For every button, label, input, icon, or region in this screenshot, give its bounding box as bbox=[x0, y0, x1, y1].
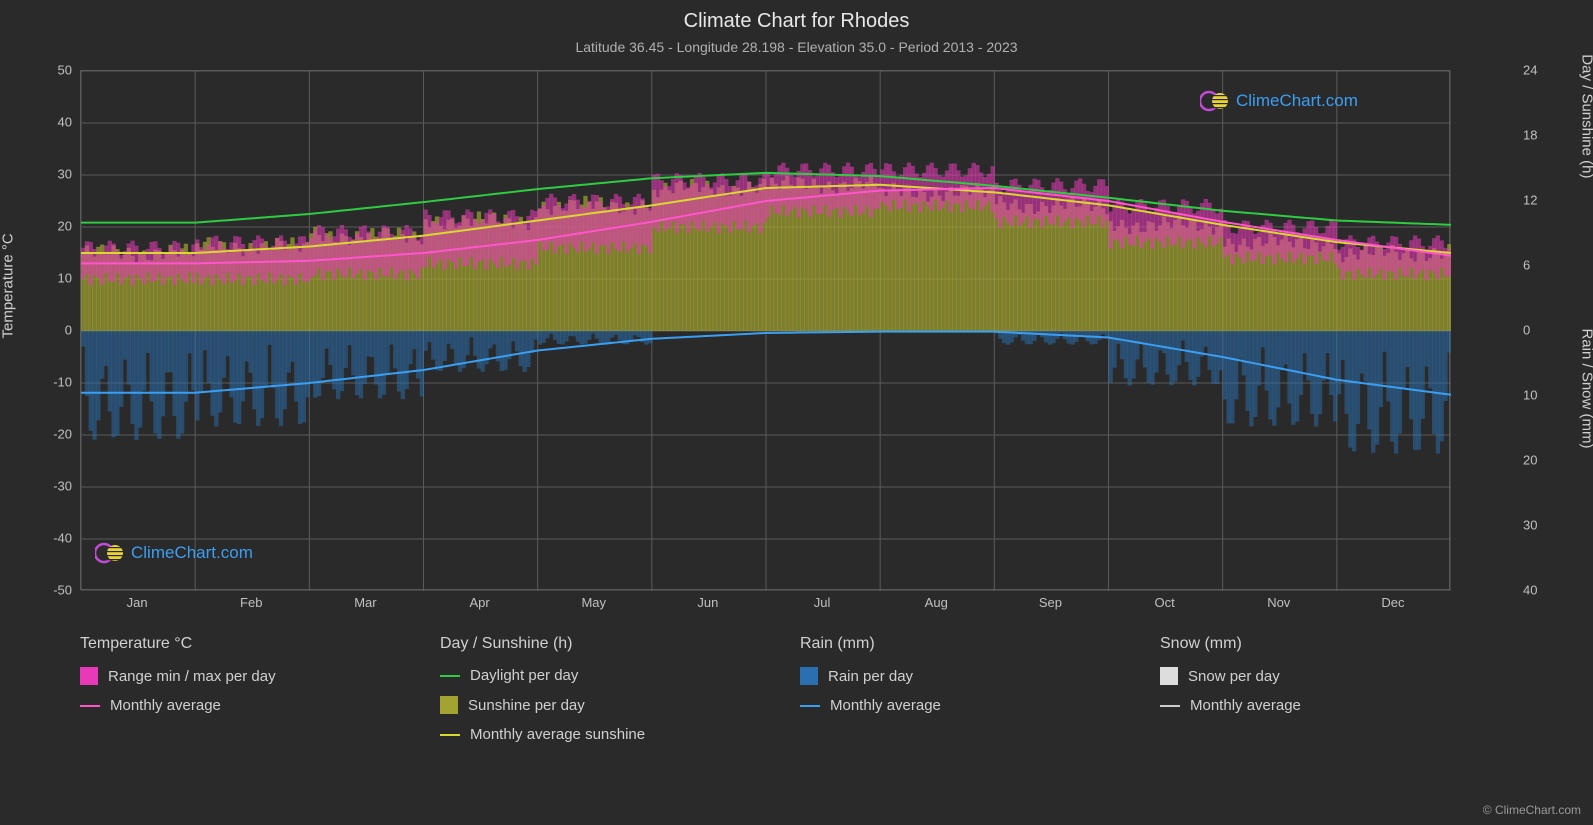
legend-header: Snow (mm) bbox=[1160, 635, 1480, 653]
legend-swatch-icon bbox=[1160, 667, 1178, 685]
legend-label: Range min / max per day bbox=[108, 668, 276, 685]
y-axis-left: 50403020100-10-20-30-40-50 bbox=[40, 70, 80, 590]
x-tick: May bbox=[581, 595, 606, 610]
legend-column: Day / Sunshine (h) Daylight per day Sunshi… bbox=[440, 635, 760, 755]
legend-swatch-icon bbox=[440, 696, 458, 714]
legend-item: Monthly average sunshine bbox=[440, 726, 760, 743]
legend-header: Day / Sunshine (h) bbox=[440, 635, 760, 653]
legend-item: Daylight per day bbox=[440, 667, 760, 684]
legend-header: Temperature °C bbox=[80, 635, 400, 653]
legend-line-icon bbox=[1160, 705, 1180, 707]
x-tick: Nov bbox=[1267, 595, 1290, 610]
legend-item: Snow per day bbox=[1160, 667, 1480, 685]
y-right-tick: 24 bbox=[1523, 63, 1537, 78]
plot-svg bbox=[81, 71, 1451, 591]
legend-column: Snow (mm) Snow per day Monthly average bbox=[1160, 635, 1480, 755]
plot-area bbox=[80, 70, 1450, 590]
legend-line-icon bbox=[80, 705, 100, 707]
x-tick: Feb bbox=[240, 595, 262, 610]
y-left-tick: -40 bbox=[53, 531, 72, 546]
legend-label: Snow per day bbox=[1188, 668, 1280, 685]
legend-label: Monthly average bbox=[110, 697, 221, 714]
y-left-tick: 20 bbox=[58, 219, 72, 234]
legend-swatch-icon bbox=[800, 667, 818, 685]
x-tick: Oct bbox=[1154, 595, 1174, 610]
x-tick: Aug bbox=[925, 595, 948, 610]
y-left-tick: -20 bbox=[53, 427, 72, 442]
brand-logo: ClimeChart.com bbox=[95, 540, 253, 566]
y-left-tick: 30 bbox=[58, 167, 72, 182]
y-right-tick: 0 bbox=[1523, 323, 1530, 338]
y-right-tick: 20 bbox=[1523, 453, 1537, 468]
y-left-tick: 40 bbox=[58, 115, 72, 130]
y-left-tick: 0 bbox=[65, 323, 72, 338]
legend-header: Rain (mm) bbox=[800, 635, 1120, 653]
copyright: © ClimeChart.com bbox=[1483, 803, 1581, 817]
y-right-tick: 10 bbox=[1523, 388, 1537, 403]
legend-label: Rain per day bbox=[828, 668, 913, 685]
legend-column: Rain (mm) Rain per day Monthly average bbox=[800, 635, 1120, 755]
chart-title: Climate Chart for Rhodes bbox=[0, 0, 1593, 33]
legend-column: Temperature °C Range min / max per day Mon… bbox=[80, 635, 400, 755]
y-left-tick: -10 bbox=[53, 375, 72, 390]
legend-item: Monthly average bbox=[800, 697, 1120, 714]
x-tick: Sep bbox=[1039, 595, 1062, 610]
chart-container: Climate Chart for Rhodes Latitude 36.45 … bbox=[0, 0, 1593, 825]
x-tick: Jun bbox=[697, 595, 718, 610]
x-tick: Jul bbox=[814, 595, 831, 610]
chart-subtitle: Latitude 36.45 - Longitude 28.198 - Elev… bbox=[0, 33, 1593, 55]
x-tick: Mar bbox=[354, 595, 376, 610]
x-tick: Jan bbox=[127, 595, 148, 610]
y-left-tick: 10 bbox=[58, 271, 72, 286]
brand-logo-text: ClimeChart.com bbox=[1236, 91, 1358, 111]
x-tick: Dec bbox=[1381, 595, 1404, 610]
brand-logo: ClimeChart.com bbox=[1200, 88, 1358, 114]
brand-logo-icon bbox=[1200, 88, 1230, 114]
y-right-tick: 40 bbox=[1523, 583, 1537, 598]
y-axis-left-label: Temperature °C bbox=[0, 233, 17, 338]
legend-item: Monthly average bbox=[80, 697, 400, 714]
x-tick: Apr bbox=[469, 595, 489, 610]
y-left-tick: 50 bbox=[58, 63, 72, 78]
legend: Temperature °C Range min / max per day Mon… bbox=[80, 635, 1480, 755]
y-left-tick: -50 bbox=[53, 583, 72, 598]
legend-item: Rain per day bbox=[800, 667, 1120, 685]
y-right-tick: 6 bbox=[1523, 258, 1530, 273]
legend-label: Sunshine per day bbox=[468, 697, 585, 714]
brand-logo-icon bbox=[95, 540, 125, 566]
legend-label: Daylight per day bbox=[470, 667, 578, 684]
y-axis-right-bot-label: Rain / Snow (mm) bbox=[1579, 328, 1593, 448]
legend-line-icon bbox=[440, 734, 460, 736]
y-left-tick: -30 bbox=[53, 479, 72, 494]
y-axis-right: 2418126010203040 bbox=[1523, 70, 1568, 590]
brand-logo-text: ClimeChart.com bbox=[131, 543, 253, 563]
legend-label: Monthly average bbox=[830, 697, 941, 714]
y-axis-right-top-label: Day / Sunshine (h) bbox=[1579, 54, 1593, 178]
legend-line-icon bbox=[800, 705, 820, 707]
legend-item: Range min / max per day bbox=[80, 667, 400, 685]
y-right-tick: 18 bbox=[1523, 128, 1537, 143]
legend-line-icon bbox=[440, 675, 460, 677]
y-right-tick: 12 bbox=[1523, 193, 1537, 208]
legend-label: Monthly average sunshine bbox=[470, 726, 645, 743]
x-axis: Jan Feb Mar Apr May Jun Jul Aug Sep Oct Nov Dec bbox=[80, 595, 1450, 615]
legend-label: Monthly average bbox=[1190, 697, 1301, 714]
legend-item: Sunshine per day bbox=[440, 696, 760, 714]
legend-swatch-icon bbox=[80, 667, 98, 685]
y-right-tick: 30 bbox=[1523, 518, 1537, 533]
legend-item: Monthly average bbox=[1160, 697, 1480, 714]
